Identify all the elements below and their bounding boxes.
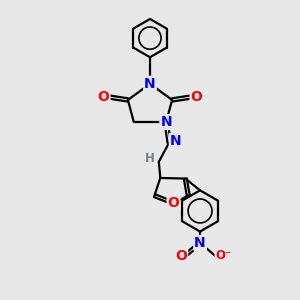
Text: O: O: [175, 249, 187, 263]
Text: N: N: [170, 134, 182, 148]
Text: O: O: [98, 90, 110, 104]
Text: O: O: [168, 196, 179, 210]
Text: H: H: [145, 152, 155, 165]
Text: N: N: [160, 115, 172, 129]
Text: O⁻: O⁻: [215, 250, 232, 262]
Text: N: N: [194, 236, 206, 250]
Text: N: N: [144, 77, 156, 91]
Text: O: O: [190, 90, 202, 104]
